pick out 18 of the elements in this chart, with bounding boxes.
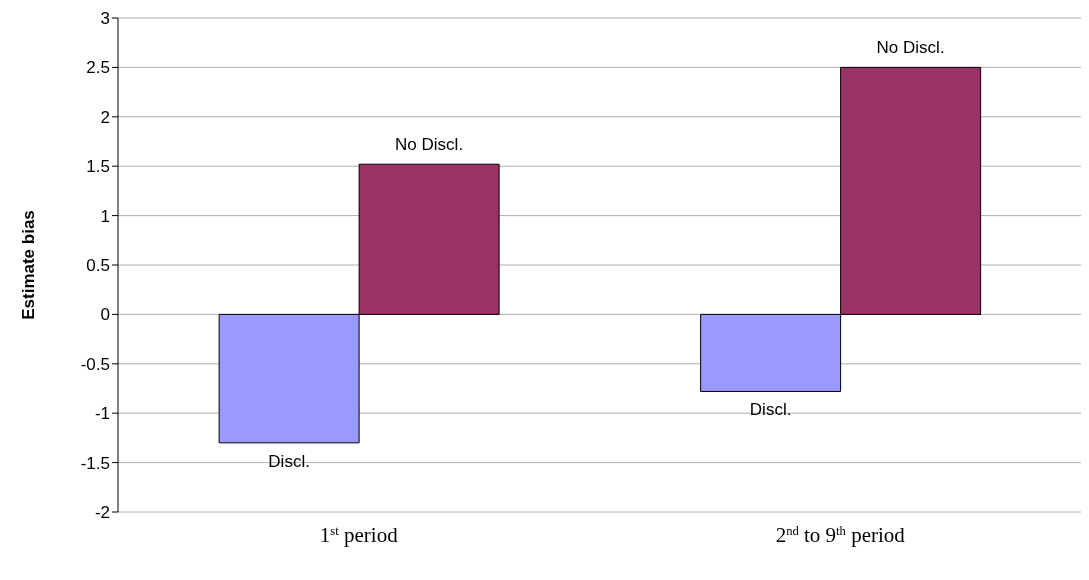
- y-tick-label: -0.5: [80, 354, 110, 374]
- x-tick-label: 1$^{st}$ period: [319, 523, 399, 547]
- y-tick-label: 1: [100, 206, 110, 226]
- y-tick-label: 3: [100, 9, 110, 29]
- y-tick-label: 0.5: [86, 256, 110, 276]
- y-tick-label: 1.5: [86, 157, 110, 177]
- y-tick-label: -1.5: [80, 453, 110, 473]
- series-label: No Discl.: [395, 135, 464, 155]
- y-tick-label: -2: [94, 503, 110, 523]
- y-tick-label: 2: [100, 107, 110, 127]
- y-tick-label: 0: [100, 305, 110, 325]
- text: Discl.: [749, 400, 792, 420]
- text: No Discl.: [876, 38, 945, 58]
- y-axis-title: Estimate bias: [19, 210, 39, 320]
- series-label: Discl.: [268, 451, 310, 471]
- x-tick-label: 2$^{nd}$ to 9$^{th}$ period: [775, 523, 906, 547]
- y-tick-label: 2.5: [86, 58, 110, 78]
- y-tick-label: -1: [94, 404, 110, 424]
